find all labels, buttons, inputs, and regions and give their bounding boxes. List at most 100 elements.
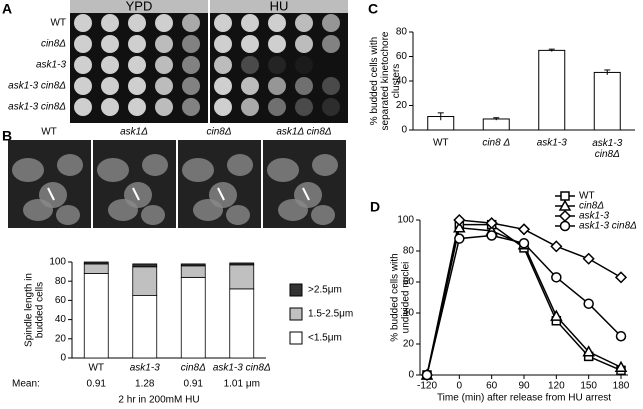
yeast-spot: [214, 35, 232, 53]
spindle: [217, 187, 225, 201]
legend-label: ask1-3 cin8Δ: [579, 221, 637, 232]
y-tick-label: 60: [55, 295, 67, 306]
marker: [614, 271, 628, 284]
yeast-spot: [128, 56, 146, 74]
yeast-spot: [128, 98, 146, 116]
strain-label: ask1-3 cin8Δ: [8, 102, 66, 113]
y-tick-label: 60: [396, 51, 408, 62]
panel-label: B: [2, 128, 12, 144]
x-tick-label: ask1-3: [130, 363, 160, 374]
bar-segment: [180, 265, 206, 278]
yeast-spot: [74, 77, 92, 95]
marker: [614, 360, 628, 372]
bar-segment: [132, 295, 158, 359]
y-tick-label: 0: [408, 370, 414, 381]
x-tick-label: cin8Δ: [181, 363, 206, 374]
strain-label: ask1-3 cin8Δ: [8, 81, 66, 92]
marker: [583, 298, 594, 309]
image-label: ask1Δ cin8Δ: [276, 127, 332, 138]
x-tick-label: 150: [580, 381, 597, 392]
cell: [267, 158, 299, 182]
plate-header: [210, 0, 348, 13]
cell: [227, 154, 253, 176]
legend-label: 1.5-2.5μm: [308, 309, 353, 320]
marker: [421, 369, 433, 381]
y-tick-label: 80: [396, 27, 408, 38]
cell: [57, 154, 83, 176]
legend-label: WT: [579, 191, 595, 202]
spindle: [302, 187, 310, 201]
panel-label: C: [368, 1, 378, 17]
image-label: ask1Δ: [120, 127, 148, 138]
strain-label: cin8Δ: [41, 39, 66, 50]
yeast-spot: [214, 77, 232, 95]
y-tick-label: 80: [55, 276, 67, 287]
legend-label: ask1-3: [579, 211, 609, 222]
yeast-spot: [128, 35, 146, 53]
y-axis-label: Spindle length inbudded cells: [23, 273, 45, 347]
x-tick-label: 60: [486, 381, 498, 392]
yeast-spot: [101, 14, 119, 32]
cell: [56, 205, 80, 225]
y-tick-label: 0: [401, 125, 407, 136]
yeast-spot: [155, 77, 173, 95]
marker: [453, 221, 466, 233]
x-tick-label: cin8 Δ: [482, 138, 510, 149]
mean-label: 0.91: [87, 379, 107, 390]
x-tick-label: 180: [613, 381, 630, 392]
yeast-spot: [295, 77, 313, 95]
bar-segment: [229, 288, 255, 359]
spindle: [47, 187, 55, 201]
yeast-spot: [241, 77, 259, 95]
yeast-spot: [74, 98, 92, 116]
cell: [23, 199, 53, 221]
bar-segment: [132, 263, 158, 268]
yeast-spot: [268, 77, 286, 95]
y-tick-label: 60: [403, 277, 415, 288]
strain-label: WT: [50, 18, 66, 29]
marker: [453, 213, 466, 227]
bar-segment: [83, 261, 109, 265]
legend-swatch: [289, 331, 303, 345]
x-tick-label: ask1-3: [537, 138, 567, 149]
yeast-spot: [101, 77, 119, 95]
yeast-spot: [182, 56, 200, 74]
marker: [560, 191, 570, 201]
yeast-spot: [241, 56, 259, 74]
legend-label: <1.5μm: [308, 333, 342, 344]
yeast-spot: [214, 98, 232, 116]
marker: [517, 223, 531, 236]
yeast-spot: [128, 14, 146, 32]
cell: [311, 205, 335, 225]
mean-label: 1.28: [135, 379, 155, 390]
yeast-spot: [214, 14, 232, 32]
legend-swatch: [289, 307, 303, 321]
yeast-spot: [74, 56, 92, 74]
bar-segment: [229, 264, 255, 290]
yeast-spot: [74, 35, 92, 53]
cell: [142, 154, 168, 176]
marker: [518, 238, 530, 249]
mean-label: 1.01 μm: [224, 379, 260, 390]
yeast-spot: [155, 98, 173, 116]
marker: [550, 240, 563, 253]
cell: [97, 158, 129, 182]
mean-label: 0.91: [184, 379, 204, 390]
yeast-spot: [101, 56, 119, 74]
y-tick-label: 20: [55, 333, 67, 344]
y-tick-label: 20: [396, 100, 408, 111]
cell: [312, 154, 338, 176]
yeast-spot: [182, 14, 200, 32]
yeast-spot: [322, 77, 340, 95]
marker: [485, 217, 498, 230]
strain-label: ask1-3: [36, 60, 66, 71]
yeast-spot: [322, 98, 340, 116]
x-tick-label: 120: [548, 381, 565, 392]
panel-label: D: [370, 199, 380, 215]
marker: [486, 230, 497, 241]
yeast-spot: [268, 14, 286, 32]
cell: [193, 199, 223, 221]
legend-swatch: [289, 283, 303, 297]
spindle: [132, 187, 140, 201]
marker: [454, 233, 465, 244]
